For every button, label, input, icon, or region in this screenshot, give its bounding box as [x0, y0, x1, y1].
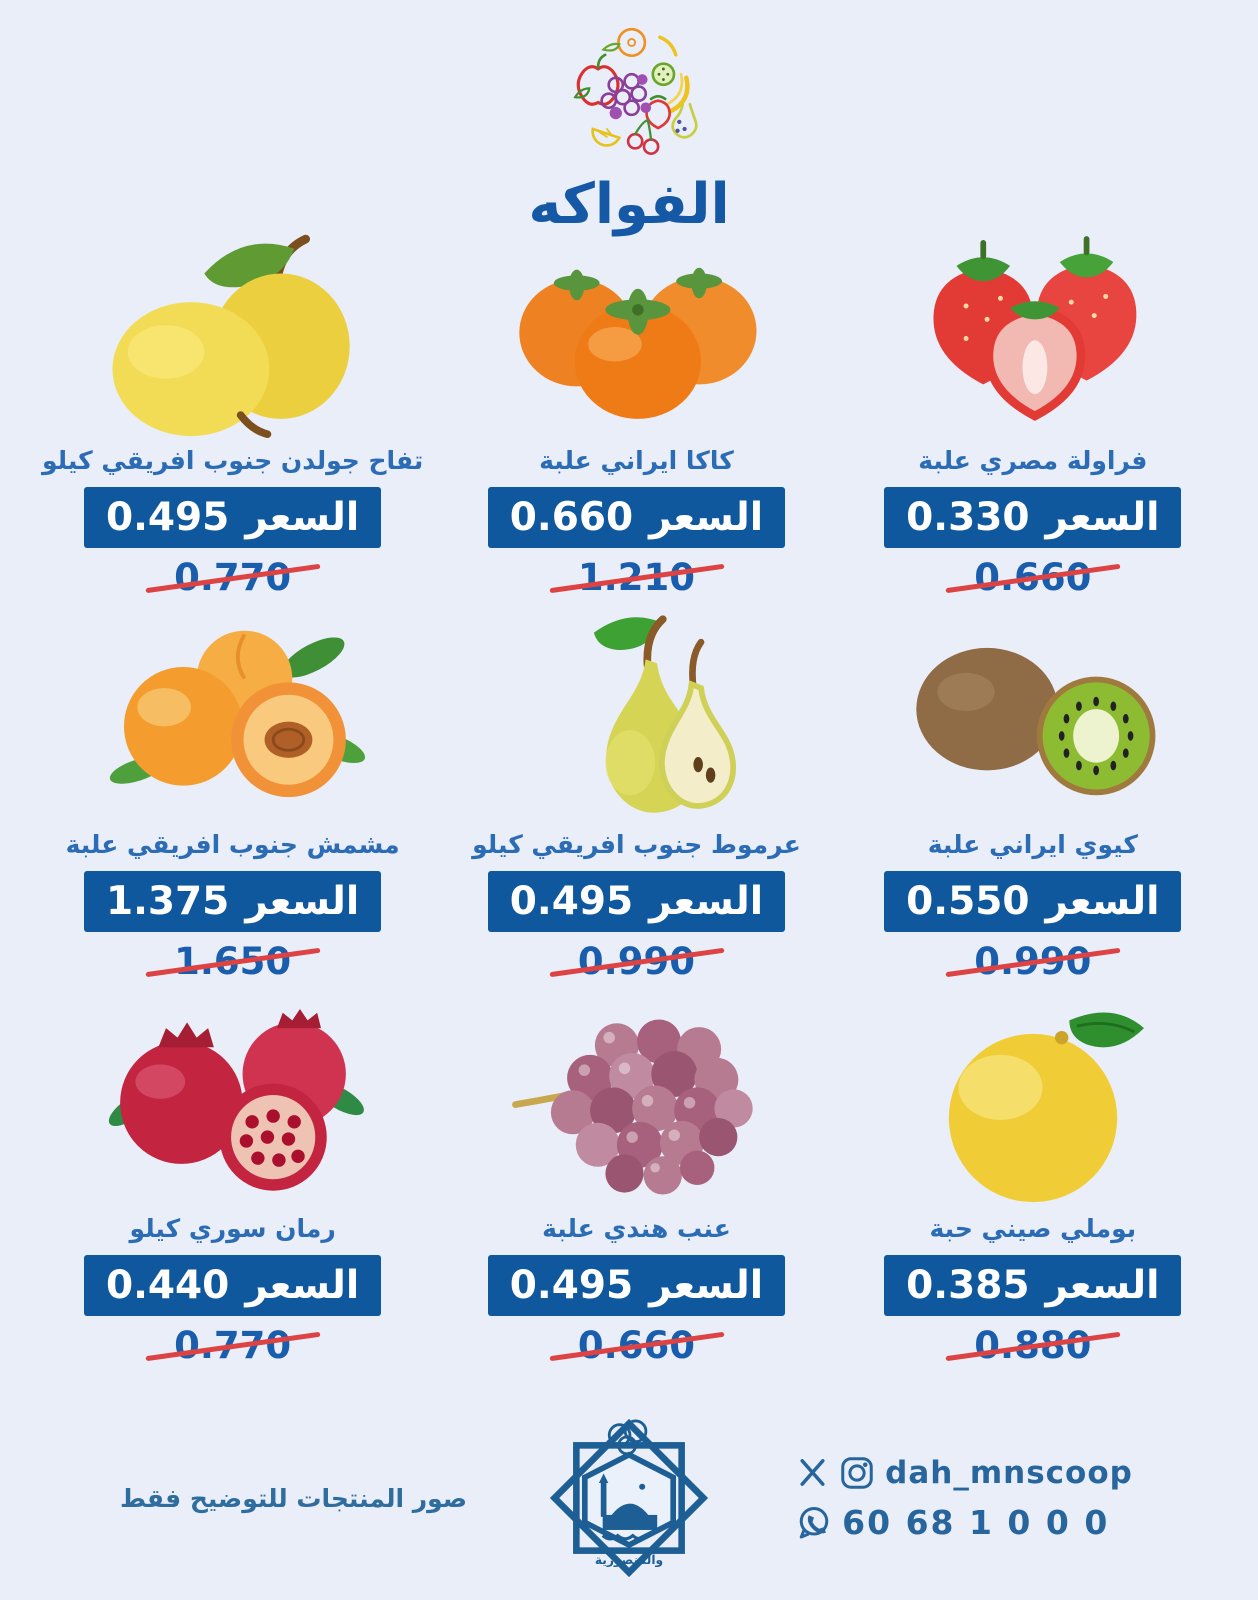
product-image-grapes	[502, 994, 770, 1206]
product-image-strawberries	[899, 226, 1167, 438]
product-card-pears: عرموط جنوب افريقي كيلو السعر 0.495 0.990	[453, 610, 819, 994]
price-box: السعر 0.330	[884, 487, 1182, 548]
old-price-value: 0.880	[966, 1324, 1099, 1367]
old-price-value: 0.660	[570, 1324, 703, 1367]
price-box: السعر 0.495	[83, 487, 382, 548]
product-card-grapes: عنب هندي علبة السعر 0.495 0.660	[453, 994, 819, 1378]
product-card-pomelo: بوملي صيني حبة السعر 0.385 0.880	[850, 994, 1216, 1378]
product-name: رمان سوري كيلو	[129, 1214, 336, 1243]
price-box: السعر 1.375	[83, 871, 382, 932]
product-image-pomelo	[899, 994, 1167, 1206]
social-handles-row: dah_mnscoop	[796, 1455, 1133, 1491]
price-label: السعر	[245, 879, 360, 924]
whatsapp-icon	[796, 1504, 832, 1540]
page-title: الفواكه	[528, 172, 730, 237]
product-name: عرموط جنوب افريقي كيلو	[472, 830, 801, 859]
price-label: السعر	[649, 495, 764, 540]
old-price: 0.660	[966, 556, 1099, 599]
coop-logo-art: والمنصورية	[549, 1418, 709, 1578]
product-name: مشمش جنوب افريقي علبة	[65, 830, 400, 859]
price-box: السعر 0.440	[83, 1255, 382, 1316]
price-label: السعر	[245, 495, 360, 540]
pomelo-illustration	[948, 1012, 1144, 1203]
price-value: 0.385	[906, 1263, 1030, 1308]
pomegranates-illustration	[108, 1008, 364, 1191]
product-card-apricots: مشمش جنوب افريقي علبة السعر 1.375 1.650	[42, 610, 423, 994]
social-handle: dah_mnscoop	[885, 1454, 1133, 1491]
price-value: 0.550	[906, 879, 1030, 924]
price-label: السعر	[1045, 879, 1160, 924]
product-image-pears	[502, 610, 770, 822]
price-label: السعر	[1045, 495, 1160, 540]
coop-logo-text: والمنصورية	[595, 1553, 663, 1567]
disclaimer-text: صور المنتجات للتوضيح فقط	[120, 1483, 467, 1513]
old-price-value: 0.660	[966, 556, 1099, 599]
price-box: السعر 0.495	[487, 1255, 786, 1316]
old-price: 0.770	[166, 1324, 299, 1367]
apricots-illustration	[109, 630, 365, 798]
grapes-illustration	[512, 1019, 754, 1195]
old-price-value: 1.650	[166, 940, 299, 983]
price-value: 0.660	[509, 495, 634, 540]
strawberries-illustration	[933, 236, 1137, 421]
product-image-golden-apples	[99, 226, 367, 438]
old-price: 1.210	[570, 556, 703, 599]
golden-apples-illustration	[112, 234, 350, 438]
fruits-circle-logo-art	[573, 27, 698, 155]
price-box: السعر 0.385	[884, 1255, 1182, 1316]
social-block: dah_mnscoop 60 68 1 0 0 0	[723, 1455, 1206, 1542]
old-price: 0.990	[966, 940, 1099, 983]
old-price-value: 0.990	[570, 940, 703, 983]
old-price: 0.770	[166, 556, 299, 599]
product-card-golden-apples: تفاح جولدن جنوب افريقي كيلو السعر 0.495 …	[42, 226, 423, 610]
price-value: 1.375	[105, 879, 230, 924]
pears-illustration	[594, 615, 737, 813]
header: الفواكه	[0, 0, 1258, 237]
price-value: 0.330	[906, 495, 1030, 540]
product-image-kiwi	[899, 610, 1167, 822]
product-name: تفاح جولدن جنوب افريقي كيلو	[42, 446, 424, 475]
fruits-circle-logo	[554, 16, 704, 166]
price-label: السعر	[649, 879, 764, 924]
product-name: بوملي صيني حبة	[929, 1214, 1137, 1243]
price-value: 0.440	[105, 1263, 230, 1308]
price-label: السعر	[1045, 1263, 1160, 1308]
persimmons-illustration	[519, 267, 757, 419]
price-box: السعر 0.495	[487, 871, 786, 932]
product-name: كيوي ايراني علبة	[927, 830, 1138, 859]
old-price-value: 0.770	[166, 556, 299, 599]
product-name: كاكا ايراني علبة	[539, 446, 734, 475]
product-card-strawberries: فراولة مصري علبة السعر 0.330 0.660	[850, 226, 1216, 610]
old-price-value: 0.990	[966, 940, 1099, 983]
product-card-pomegranates: رمان سوري كيلو السعر 0.440 0.770	[42, 994, 423, 1378]
price-label: السعر	[245, 1263, 360, 1308]
price-value: 0.495	[509, 879, 634, 924]
footer: صور المنتجات للتوضيح فقط والمنصورية	[0, 1378, 1258, 1592]
product-card-persimmons: كاكا ايراني علبة السعر 0.660 1.210	[453, 226, 819, 610]
old-price-value: 1.210	[570, 556, 703, 599]
old-price: 0.990	[570, 940, 703, 983]
x-icon	[796, 1456, 829, 1489]
price-value: 0.495	[105, 495, 230, 540]
price-box: السعر 0.660	[487, 487, 786, 548]
old-price: 1.650	[166, 940, 299, 983]
product-name: فراولة مصري علبة	[918, 446, 1148, 475]
price-label: السعر	[649, 1263, 764, 1308]
old-price: 0.880	[966, 1324, 1099, 1367]
product-image-persimmons	[502, 226, 770, 438]
product-card-kiwi: كيوي ايراني علبة السعر 0.550 0.990	[850, 610, 1216, 994]
product-grid: تفاح جولدن جنوب افريقي كيلو السعر 0.495 …	[0, 226, 1258, 1378]
coop-logo: والمنصورية	[535, 1404, 723, 1592]
product-name: عنب هندي علبة	[542, 1214, 731, 1243]
old-price-value: 0.770	[166, 1324, 299, 1367]
product-image-pomegranates	[99, 994, 367, 1206]
kiwi-illustration	[916, 647, 1156, 796]
instagram-icon	[839, 1455, 875, 1491]
product-image-apricots	[99, 610, 367, 822]
phone-number: 60 68 1 0 0 0	[842, 1502, 1110, 1542]
old-price: 0.660	[570, 1324, 703, 1367]
phone-row: 60 68 1 0 0 0	[796, 1503, 1109, 1542]
price-box: السعر 0.550	[884, 871, 1182, 932]
price-value: 0.495	[509, 1263, 634, 1308]
